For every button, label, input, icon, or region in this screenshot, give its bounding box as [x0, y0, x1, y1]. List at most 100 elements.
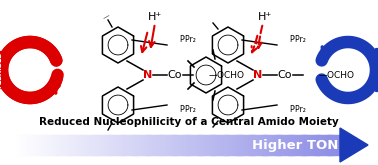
Bar	[282, 135, 283, 155]
Bar	[141, 135, 142, 155]
Bar	[280, 135, 282, 155]
Bar	[292, 135, 294, 155]
Bar	[34, 135, 36, 155]
Bar	[84, 135, 86, 155]
Bar	[202, 135, 204, 155]
Bar	[178, 135, 180, 155]
Bar	[113, 135, 114, 155]
Bar	[198, 135, 200, 155]
Bar	[322, 135, 323, 155]
Bar	[286, 135, 287, 155]
Bar	[199, 135, 201, 155]
Bar	[195, 135, 197, 155]
Text: —OCHO: —OCHO	[209, 70, 245, 80]
Bar	[287, 135, 288, 155]
Bar	[31, 135, 33, 155]
Bar	[319, 135, 321, 155]
Bar	[128, 135, 129, 155]
Bar	[79, 135, 81, 155]
Bar	[228, 135, 230, 155]
Bar	[33, 135, 35, 155]
Bar	[166, 135, 167, 155]
Text: Higher TON: Higher TON	[252, 138, 338, 151]
Bar	[278, 135, 280, 155]
Bar	[123, 135, 125, 155]
Text: —: —	[101, 13, 110, 21]
Bar	[211, 135, 213, 155]
Bar	[81, 135, 83, 155]
Bar	[109, 135, 111, 155]
Bar	[71, 135, 73, 155]
Bar	[332, 135, 334, 155]
Bar	[324, 135, 325, 155]
Bar	[193, 135, 194, 155]
Bar	[50, 135, 51, 155]
Bar	[271, 135, 272, 155]
Bar	[90, 135, 91, 155]
Bar	[240, 135, 242, 155]
Bar	[83, 135, 85, 155]
Bar	[103, 135, 104, 155]
Bar	[246, 135, 247, 155]
Bar	[91, 135, 92, 155]
Bar	[112, 135, 113, 155]
Bar	[274, 135, 276, 155]
Bar	[94, 135, 96, 155]
Text: Reduced Nucleophilicity of a Central Amido Moiety: Reduced Nucleophilicity of a Central Ami…	[39, 117, 339, 127]
Bar	[192, 135, 193, 155]
Bar	[250, 135, 252, 155]
Bar	[333, 135, 335, 155]
Bar	[88, 135, 89, 155]
Bar	[285, 135, 286, 155]
Bar	[238, 135, 240, 155]
Bar	[58, 135, 60, 155]
Bar	[208, 135, 209, 155]
Bar	[73, 135, 74, 155]
Bar	[33, 135, 34, 155]
Bar	[27, 135, 28, 155]
Bar	[186, 135, 188, 155]
Bar	[92, 135, 93, 155]
Bar	[115, 135, 116, 155]
Bar	[290, 135, 292, 155]
Bar	[25, 135, 26, 155]
Bar	[329, 135, 331, 155]
Text: FLEXIBLE: FLEXIBLE	[0, 52, 2, 88]
Bar	[325, 135, 327, 155]
Bar	[294, 135, 296, 155]
Bar	[224, 135, 226, 155]
Bar	[338, 135, 339, 155]
Bar	[249, 135, 251, 155]
Bar	[105, 135, 107, 155]
Bar	[97, 135, 99, 155]
Bar	[116, 135, 117, 155]
Bar	[188, 135, 190, 155]
Bar	[258, 135, 259, 155]
Bar	[168, 135, 169, 155]
Bar	[69, 135, 71, 155]
Bar	[229, 135, 231, 155]
Bar	[160, 135, 162, 155]
Bar	[143, 135, 144, 155]
Bar	[64, 135, 65, 155]
Bar	[49, 135, 50, 155]
Bar	[259, 135, 260, 155]
Bar	[204, 135, 206, 155]
Bar	[156, 135, 157, 155]
Bar	[299, 135, 301, 155]
Bar	[59, 135, 61, 155]
Bar	[37, 135, 38, 155]
Bar	[110, 135, 112, 155]
Bar	[326, 135, 327, 155]
Bar	[93, 135, 94, 155]
Bar	[96, 135, 98, 155]
Bar	[138, 135, 139, 155]
Bar	[24, 135, 25, 155]
Bar	[54, 135, 56, 155]
Bar	[226, 135, 228, 155]
Bar	[87, 135, 88, 155]
Bar	[197, 135, 198, 155]
Bar	[121, 135, 123, 155]
Bar	[242, 135, 243, 155]
Bar	[148, 135, 150, 155]
